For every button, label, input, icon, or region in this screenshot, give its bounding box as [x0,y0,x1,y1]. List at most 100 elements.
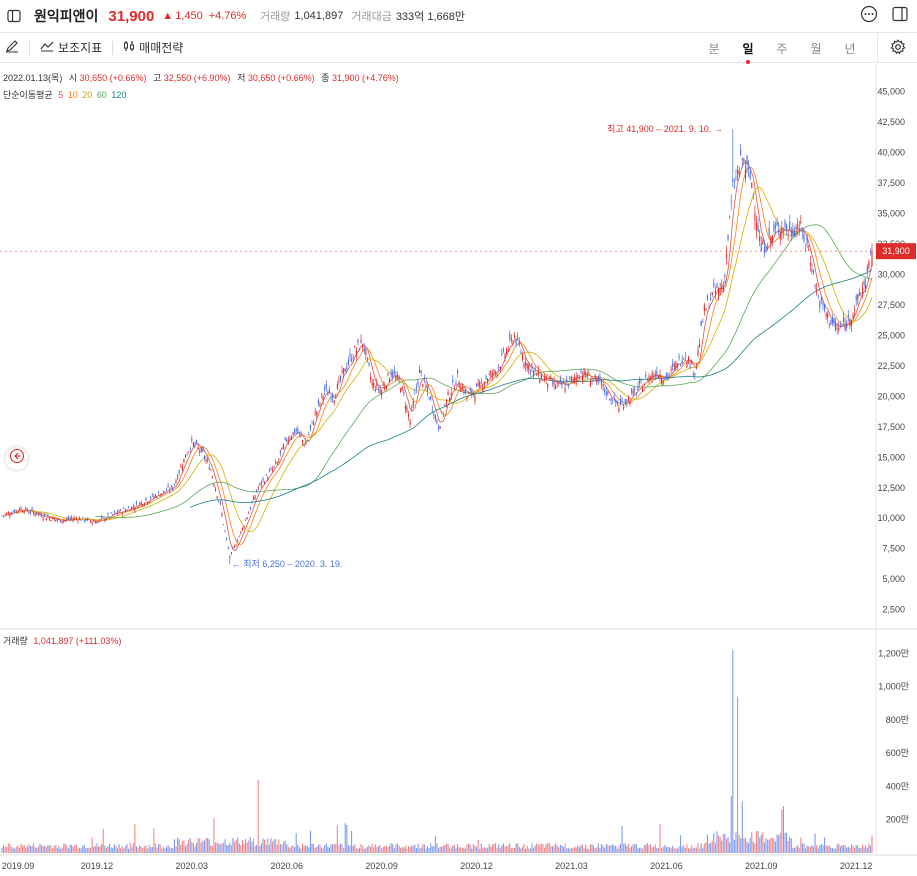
candle [401,385,403,392]
candle [311,420,313,425]
volume-bar [839,846,841,853]
candle [686,361,688,369]
candle [156,495,158,498]
more-icon[interactable] [860,5,878,28]
volume-bar [841,845,843,853]
pencil-icon[interactable] [5,39,19,56]
tab-day[interactable]: 일 [731,40,765,64]
volume-bar [400,847,402,853]
volume-bar [621,826,623,853]
candle [363,342,365,355]
candle [72,516,74,523]
volume-bar [842,845,845,853]
volume-bar [135,846,138,853]
volume-bar [485,847,487,853]
volume-bar [583,848,585,853]
candle [154,493,156,498]
candle [487,378,489,385]
scroll-back-button[interactable] [5,447,28,470]
candle [414,388,416,395]
volume-bar [436,843,438,853]
volume-bar [370,846,372,853]
volume-bar [438,847,440,853]
volume-bar [216,842,218,853]
volume-bar [759,837,761,853]
volume-bar [441,846,443,853]
candle [580,368,582,375]
volume-bar [779,832,781,853]
stock-name[interactable]: 원익피앤이 [34,8,99,24]
volume-bar [615,845,617,853]
candle [738,166,740,179]
candle [289,435,291,441]
candle [161,493,163,496]
tab-minute[interactable]: 분 [708,41,720,56]
volume-bar [855,845,857,853]
tab-year[interactable]: 년 [844,41,856,56]
volume-bar [602,845,604,853]
volume-bar [871,835,873,853]
candle [173,483,175,487]
volume-bar [154,843,156,853]
volume-bar [134,824,136,853]
volume-bar [229,842,231,853]
volume-bar [786,832,788,853]
candle [26,507,28,512]
volume-bar [817,848,819,853]
candle [797,218,799,236]
volume-bar [158,844,160,853]
volume-bar [422,844,424,853]
candle [362,343,364,352]
indicator-button[interactable]: 보조지표 [40,39,102,56]
volume-bar [795,846,797,853]
strategy-button[interactable]: 매매전략 [123,39,183,56]
volume-bar [510,848,512,853]
candle [689,360,691,370]
settings-button[interactable] [877,33,917,63]
volume-bar [197,838,199,853]
candle [322,394,324,405]
volume-bar [341,844,343,853]
volume-bar [646,843,648,853]
volume-bar [140,846,142,853]
candle [482,384,484,394]
candle [77,519,79,524]
volume-bar [194,846,196,853]
volume-bar [833,848,835,853]
volume-bar [635,843,637,853]
volume-bar [335,843,337,853]
candle [842,311,845,325]
volume-bar [542,843,544,853]
candle [417,379,419,388]
sidebar-toggle-icon[interactable] [3,5,25,27]
volume-bar [760,834,762,853]
candle [260,480,262,489]
tab-month[interactable]: 월 [810,41,822,56]
volume-bar [678,846,680,853]
panel-toggle-icon[interactable] [892,6,908,27]
candle [599,372,601,383]
volume-bar [496,847,498,853]
candle [284,437,286,441]
volume-bar [183,840,185,853]
candle [102,517,104,519]
candle [792,222,794,238]
volume-bar [22,845,24,853]
candle [759,229,761,246]
volume-bar [29,845,32,853]
volume-bar [607,844,609,853]
volume-bar [847,846,849,853]
ma-20-line [32,186,873,533]
volume-bar [127,848,130,853]
candle [336,380,338,390]
candle [276,460,278,465]
candle [507,346,509,353]
volume-bar [770,837,772,853]
volume-bar [768,839,770,853]
volume-bar [363,848,365,853]
candle [145,497,147,502]
candle [801,227,803,240]
tab-week[interactable]: 주 [776,41,788,56]
ma-legend[interactable]: 단순이동평균 5 10 20 60 120 [3,88,126,101]
